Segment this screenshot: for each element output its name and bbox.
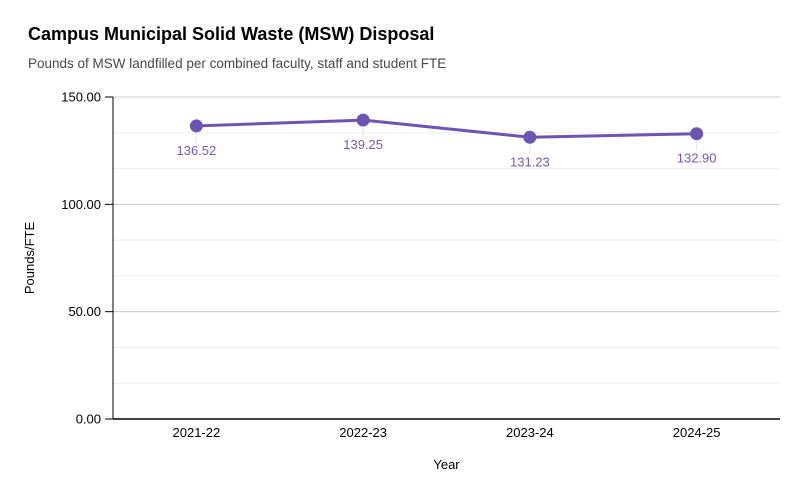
x-axis-title: Year [433,457,460,472]
data-point-label: 139.25 [343,137,383,152]
y-axis-title: Pounds/FTE [22,222,37,295]
data-point-marker [356,113,370,127]
data-point-marker [690,127,704,141]
data-point-marker [189,119,203,133]
series-line [194,118,699,139]
x-tick-label: 2021-22 [173,425,221,440]
data-point-marker [523,130,537,144]
x-tick-label: 2022-23 [339,425,387,440]
chart-subtitle: Pounds of MSW landfilled per combined fa… [28,56,447,71]
x-tick-label: 2024-25 [673,425,721,440]
y-tick-label: 100.00 [61,197,101,212]
chart-title: Campus Municipal Solid Waste (MSW) Dispo… [28,24,435,44]
y-tick-label: 50.00 [68,304,101,319]
y-tick-label: 150.00 [61,90,101,105]
data-point-label: 132.90 [677,151,717,166]
data-point-label: 131.23 [510,154,550,169]
data-point-label: 136.52 [176,143,216,158]
x-tick-label: 2023-24 [506,425,554,440]
y-tick-label: 0.00 [76,412,101,427]
